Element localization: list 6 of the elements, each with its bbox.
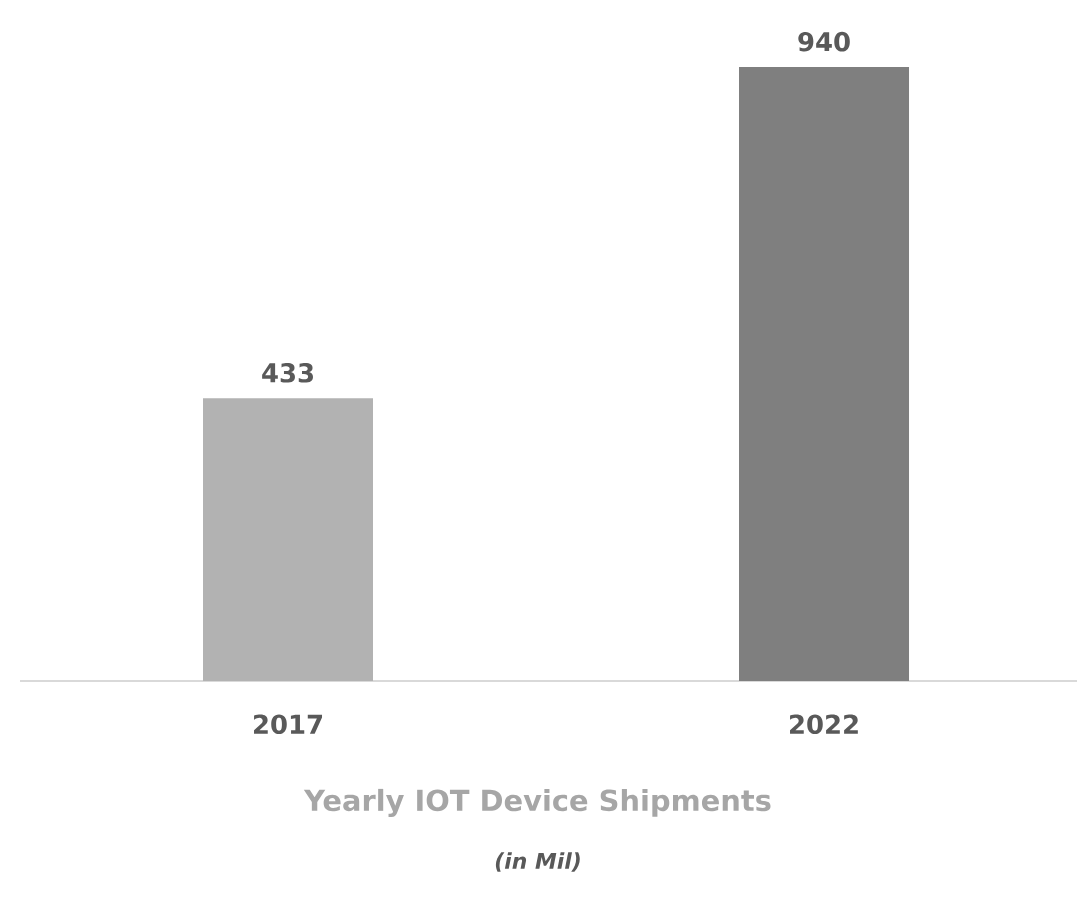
x-tick-label: 2017 — [254, 714, 323, 735]
data-label: 433 — [262, 363, 313, 383]
data-label: 940 — [798, 31, 850, 52]
x-tick-label: 2022 — [790, 714, 858, 735]
text: (in Mil) — [495, 852, 580, 872]
text: Yearly IOT Device Shipments — [303, 788, 771, 818]
